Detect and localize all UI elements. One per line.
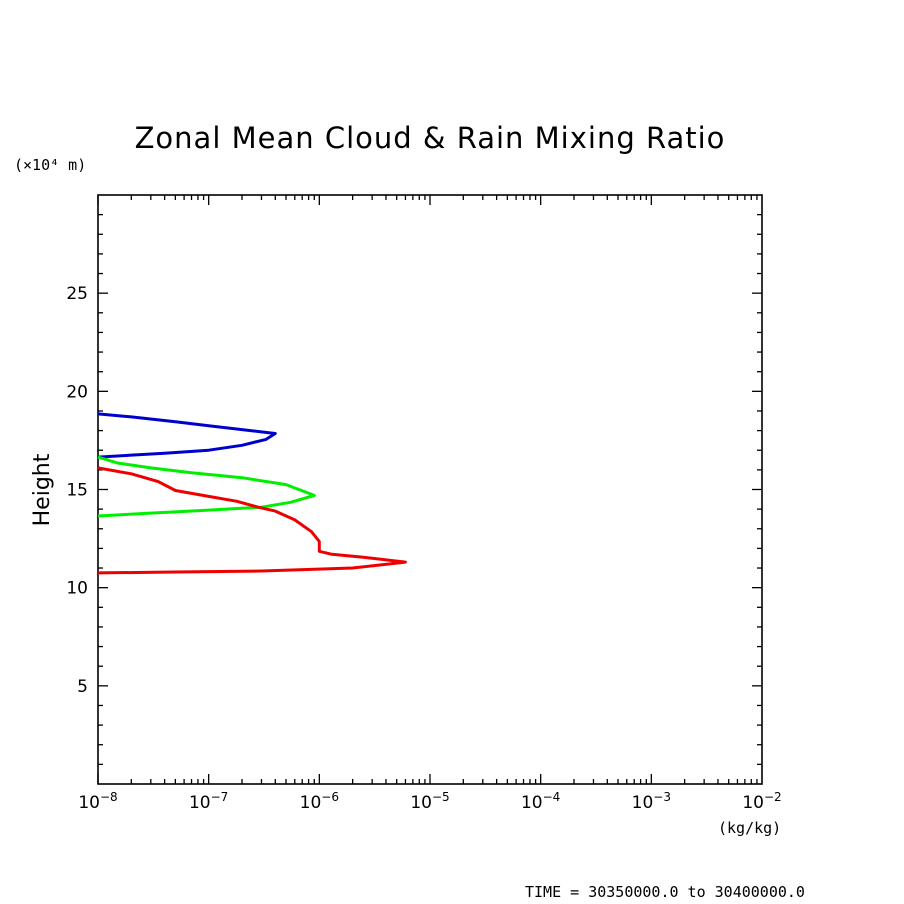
x-tick-label: 10−4 [521, 790, 560, 813]
y-axis-label: Height [30, 453, 55, 526]
series-lines [97, 412, 407, 575]
y-tick-label: 15 [66, 481, 88, 501]
series-line-1 [97, 412, 277, 459]
y-tick-label: 10 [66, 579, 88, 599]
x-tick-label: 10−6 [300, 790, 339, 813]
x-axis-unit: (kg/kg) [718, 819, 781, 837]
series-line-3 [97, 466, 407, 575]
y-axis-unit: (×10⁴ m) [14, 156, 86, 174]
chart-title: Zonal Mean Cloud & Rain Mixing Ratio [135, 121, 726, 155]
x-tick-labels: 10−8 10−7 10−6 10−5 10−4 10−3 10−2 [78, 790, 781, 813]
time-range-label: TIME = 30350000.0 to 30400000.0 [525, 883, 805, 901]
x-tick-label: 10−3 [632, 790, 671, 813]
plot-frame [97, 194, 763, 785]
y-tick-label: 25 [66, 284, 88, 304]
y-tick-labels: 5 10 15 20 25 [66, 284, 88, 697]
series-line-2 [97, 455, 316, 518]
axis-ticks [97, 195, 762, 784]
y-tick-label: 20 [66, 382, 88, 402]
x-tick-label: 10−5 [410, 790, 449, 813]
x-tick-label: 10−8 [78, 790, 117, 813]
y-tick-label: 5 [77, 677, 88, 697]
x-tick-label: 10−2 [742, 790, 781, 813]
x-tick-label: 10−7 [189, 790, 228, 813]
